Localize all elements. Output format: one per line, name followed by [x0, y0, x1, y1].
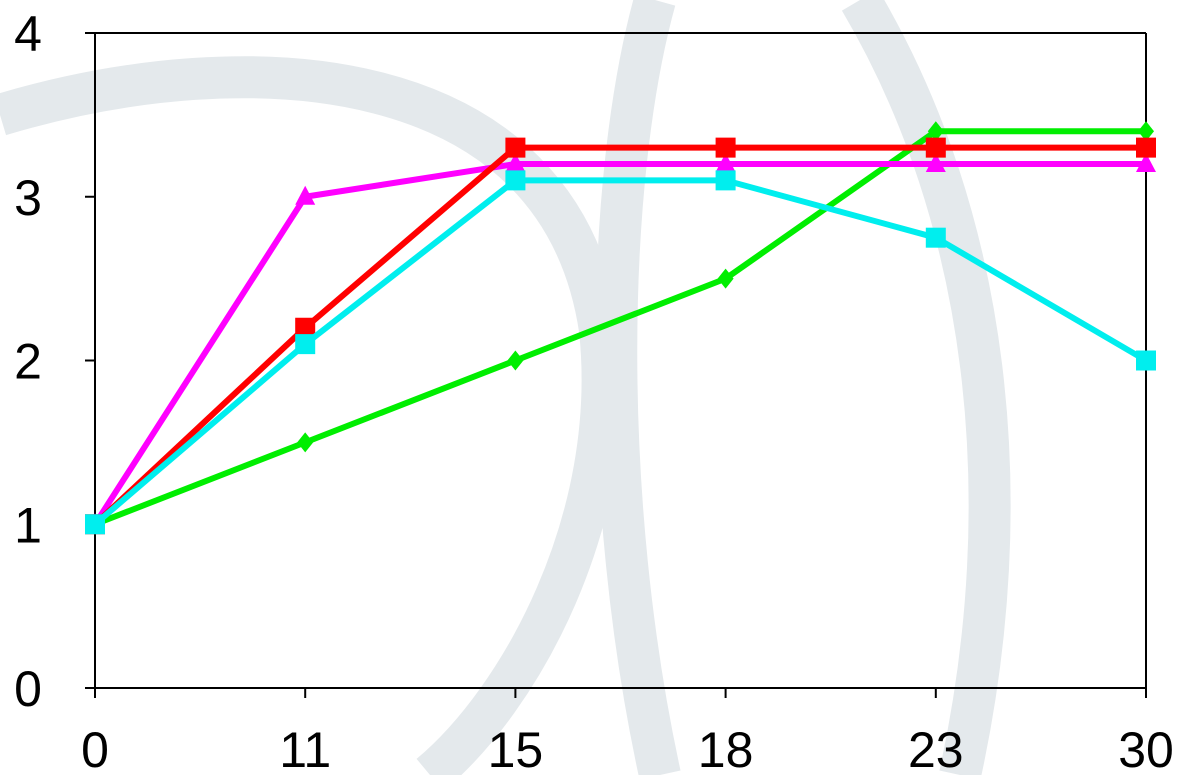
data-point-square	[505, 170, 526, 191]
data-point-square	[925, 137, 946, 158]
x-tick-label: 0	[81, 722, 109, 775]
data-point-triangle	[925, 153, 946, 172]
y-axis-ticks: 0 1 2 3 4	[14, 6, 95, 717]
data-point-square	[1136, 137, 1156, 158]
data-point-triangle	[505, 153, 526, 172]
data-point-diamond	[927, 121, 944, 142]
y-tick-label: 2	[14, 334, 42, 390]
data-point-square	[715, 170, 736, 191]
series-layer	[85, 121, 1156, 535]
y-tick-label: 4	[14, 6, 42, 62]
y-tick-label: 1	[14, 497, 42, 553]
series-line	[92, 177, 1149, 528]
x-tick-label: 11	[279, 722, 331, 775]
data-point-triangle	[295, 185, 316, 205]
data-point-diamond	[1138, 121, 1154, 142]
data-point-square	[295, 317, 316, 338]
data-point-diamond	[717, 268, 734, 289]
x-tick-label: 15	[488, 722, 544, 775]
data-point-square	[85, 514, 105, 535]
y-tick-label: 0	[14, 661, 42, 717]
x-tick-label: 23	[908, 722, 964, 775]
series-line	[92, 128, 1149, 528]
data-point-square	[925, 227, 946, 248]
data-point-triangle	[1136, 153, 1156, 172]
data-point-diamond	[297, 432, 314, 453]
y-tick-label: 3	[14, 170, 42, 226]
data-point-square	[1136, 350, 1156, 371]
x-tick-label: 18	[698, 722, 754, 775]
series-line	[92, 161, 1149, 528]
data-point-diamond	[507, 350, 524, 371]
data-point-triangle	[715, 153, 736, 172]
data-point-square	[715, 137, 736, 158]
data-point-square	[295, 334, 316, 355]
series-4	[85, 170, 1156, 535]
data-point-square	[505, 137, 526, 158]
watermark-arc-middle	[595, 0, 681, 775]
x-axis-ticks: 0 11 15 18 23 30	[81, 688, 1174, 775]
series-line	[92, 144, 1149, 528]
watermark-arc-right	[841, 0, 1011, 775]
watermark-arc-left	[0, 56, 624, 775]
watermark-logo	[0, 0, 1011, 775]
x-tick-label: 30	[1118, 722, 1174, 775]
